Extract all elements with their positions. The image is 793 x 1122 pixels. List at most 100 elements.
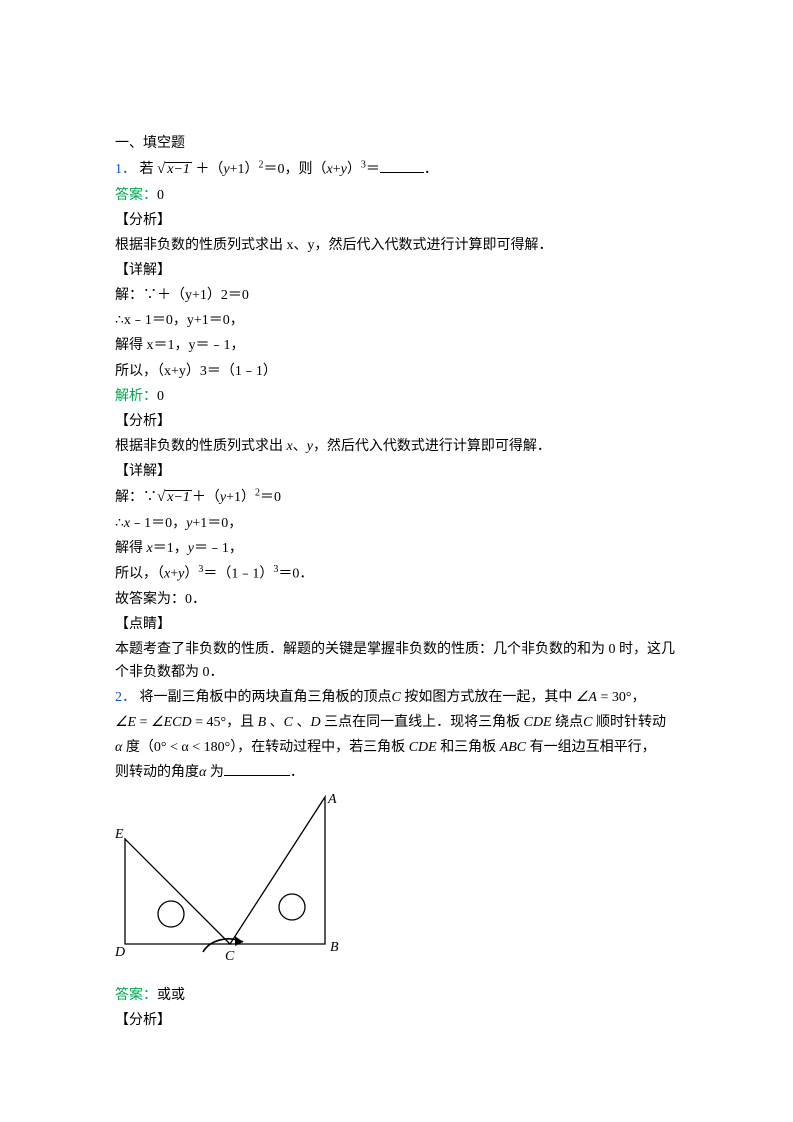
q2-line2: ∠E = ∠ECD = 45°，且 B 、C 、D 三点在同一直线上．现将三角板…: [115, 711, 678, 734]
text: ＝0: [260, 490, 281, 505]
text: ＝0．: [278, 567, 313, 582]
text: ．: [290, 765, 304, 780]
text: =: [136, 715, 151, 730]
text: +1）: [226, 490, 255, 505]
detail2-line1: 解：∵√x−1＋（y+1）2＝0: [115, 485, 678, 510]
jiexi-value: 0: [157, 389, 164, 404]
var-cde: CDE: [409, 740, 437, 755]
text: +1＝0，: [192, 516, 242, 531]
answer-line: 答案：0: [115, 184, 678, 207]
text: 则转动的角度: [115, 765, 199, 780]
text: 解得: [115, 541, 147, 556]
text: ＝（1﹣1）: [203, 567, 273, 582]
text: 三点在同一直线上．现将三角板: [324, 715, 520, 730]
text: 、: [266, 715, 284, 730]
text: ，且: [226, 715, 254, 730]
label-b: B: [330, 940, 339, 955]
q2-number: 2．: [115, 690, 136, 705]
text: ，: [631, 690, 645, 705]
text: 有一组边互相平行，: [530, 740, 656, 755]
text: ＝﹣1，: [194, 541, 243, 556]
circle-icon: [279, 894, 305, 920]
var-alpha: α: [115, 740, 122, 755]
detail2-label: 【详解】: [115, 460, 678, 483]
text: 根据非负数的性质列式求出: [115, 439, 287, 454]
label-c: C: [225, 949, 235, 964]
blank-underline: [380, 158, 424, 173]
text: 所以，（: [115, 567, 164, 582]
q1-text: +: [333, 162, 341, 177]
text: ∴: [115, 516, 124, 531]
answer-label: 答案：: [115, 188, 157, 203]
angle-a: ∠A: [576, 690, 597, 705]
q2-line1: 2． 将一副三角板中的两块直角三角板的顶点C 按如图方式放在一起，其中 ∠A =…: [115, 686, 678, 709]
var-d: D: [310, 715, 320, 730]
detail-line: ∴x﹣1＝0，y+1＝0，: [115, 309, 678, 332]
text: 按如图方式放在一起，其中: [404, 690, 572, 705]
jiexi-label: 解析：: [115, 389, 157, 404]
var-c: C: [392, 690, 401, 705]
text: ﹣1＝0，: [130, 516, 186, 531]
text: ＋（: [192, 490, 220, 505]
triangles-diagram: A B C D E: [115, 794, 355, 969]
sqrt-arg: x−1: [165, 162, 192, 176]
var-abc: ABC: [500, 740, 526, 755]
dianjing-label: 【点睛】: [115, 613, 678, 636]
page-root: 一、填空题 1． 若 √x−1 ＋（y+1）2＝0，则（x+y）3＝． 答案：0…: [0, 0, 793, 1074]
var-c: C: [284, 715, 293, 730]
text: 和三角板: [440, 740, 496, 755]
text: = 45°: [192, 715, 227, 730]
angle-e: ∠E: [115, 715, 136, 730]
q2-figure: A B C D E: [115, 794, 678, 977]
q1-text: ）: [347, 162, 361, 177]
sqrt-expr: √x−1: [157, 485, 192, 510]
range-text: 0° < α < 180°: [154, 740, 230, 755]
label-a: A: [327, 794, 337, 807]
detail2-line5: 故答案为：0．: [115, 588, 678, 611]
detail2-line4: 所以，（x+y）3＝（1﹣1）3＝0．: [115, 562, 678, 586]
text: 、: [293, 439, 307, 454]
q1-text: ＝: [366, 162, 380, 177]
q2-line3: α 度（0° < α < 180°），在转动过程中，若三角板 CDE 和三角板 …: [115, 736, 678, 759]
answer-value: 0: [157, 188, 164, 203]
var-b: B: [258, 715, 267, 730]
detail2-line3: 解得 x＝1，y＝﹣1，: [115, 537, 678, 560]
q1-text: 若: [140, 162, 154, 177]
q1-text: ．: [424, 162, 438, 177]
detail-line: 所以，（x+y）3＝（1﹣1）: [115, 360, 678, 383]
text: ＝1，: [153, 541, 188, 556]
answer-value: 或或: [157, 988, 185, 1003]
q1-number: 1．: [115, 162, 136, 177]
var-cde: CDE: [524, 715, 552, 730]
q1-text: ＝0，则（: [264, 162, 327, 177]
detail-line: 解：∵＋（y+1）2＝0: [115, 284, 678, 307]
detail2-line2: ∴x﹣1＝0，y+1＝0，: [115, 512, 678, 535]
text: 、: [293, 715, 311, 730]
var-alpha: α: [199, 765, 206, 780]
circle-icon: [158, 901, 184, 927]
text: 绕点: [555, 715, 583, 730]
jiexi-line: 解析：0: [115, 385, 678, 408]
analysis2-label: 【分析】: [115, 410, 678, 433]
text: +: [170, 567, 178, 582]
detail-label: 【详解】: [115, 259, 678, 282]
section-title: 一、填空题: [115, 132, 678, 155]
text: ），在转动过程中，若三角板: [230, 740, 405, 755]
q2-analysis-label: 【分析】: [115, 1009, 678, 1032]
q2-answer-line: 答案：或或: [115, 984, 678, 1007]
text: 度（: [126, 740, 154, 755]
analysis-text: 根据非负数的性质列式求出 x、y，然后代入代数式进行计算即可得解．: [115, 234, 678, 257]
text: 将一副三角板中的两块直角三角板的顶点: [140, 690, 392, 705]
dianjing-text: 本题考查了非负数的性质．解题的关键是掌握非负数的性质：几个非负数的和为 0 时，…: [115, 638, 678, 684]
label-e: E: [115, 827, 124, 842]
analysis-label: 【分析】: [115, 209, 678, 232]
triangle-abc: [230, 797, 325, 944]
q2-line4: 则转动的角度α 为 ．: [115, 761, 678, 784]
q1-line: 1． 若 √x−1 ＋（y+1）2＝0，则（x+y）3＝．: [115, 157, 678, 182]
text: ）: [184, 567, 198, 582]
text: 顺时针转动: [596, 715, 666, 730]
sqrt-expr: √x−1: [157, 157, 192, 182]
text: 为: [210, 765, 224, 780]
answer-label: 答案：: [115, 988, 157, 1003]
sqrt-arg: x−1: [165, 490, 192, 504]
